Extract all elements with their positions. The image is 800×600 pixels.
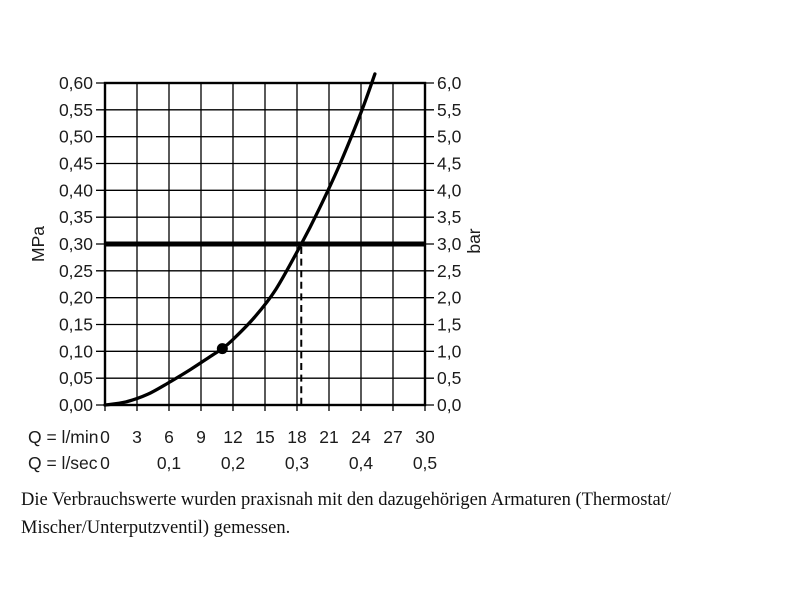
- y-right-tick-label: 2,5: [437, 261, 461, 281]
- y-left-tick-label: 0,15: [59, 315, 93, 335]
- x-lmin-tick-label: 0: [100, 427, 110, 447]
- x-lsec-tick-label: 0,3: [285, 453, 309, 473]
- x-lmin-tick-label: 9: [196, 427, 206, 447]
- x-axis-label-lsec: Q = l/sec: [28, 453, 98, 473]
- x-lmin-tick-label: 30: [415, 427, 435, 447]
- y-left-tick-label: 0,55: [59, 100, 93, 120]
- y-left-tick-label: 0,45: [59, 154, 93, 174]
- y-right-tick-label: 3,0: [437, 234, 462, 254]
- operating-point-marker: [216, 343, 228, 355]
- y-left-tick-label: 0,35: [59, 207, 93, 227]
- x-lmin-tick-label: 3: [132, 427, 142, 447]
- y-left-tick-label: 0,50: [59, 127, 93, 147]
- y-right-tick-label: 4,5: [437, 154, 461, 174]
- flow-pressure-chart: 0,600,550,500,450,400,350,300,250,200,15…: [28, 72, 484, 473]
- y-right-tick-label: 3,5: [437, 207, 461, 227]
- x-axis-label-lmin: Q = l/min: [28, 427, 99, 447]
- x-lmin-tick-label: 18: [287, 427, 306, 447]
- y-left-tick-label: 0,05: [59, 368, 93, 388]
- x-lmin-tick-label: 27: [383, 427, 402, 447]
- y-right-tick-label: 0,5: [437, 368, 461, 388]
- x-lmin-tick-label: 12: [223, 427, 242, 447]
- y-right-tick-label: 5,5: [437, 100, 461, 120]
- y-left-tick-label: 0,10: [59, 341, 93, 361]
- x-lmin-tick-label: 24: [351, 427, 371, 447]
- y-left-tick-label: 0,00: [59, 395, 93, 415]
- y-left-tick-label: 0,25: [59, 261, 93, 281]
- x-lsec-tick-label: 0,1: [157, 453, 181, 473]
- y-left-tick-label: 0,20: [59, 288, 93, 308]
- y-right-tick-label: 4,0: [437, 180, 462, 200]
- x-lsec-tick-label: 0,5: [413, 453, 437, 473]
- caption-line-1: Die Verbrauchswerte wurden praxisnah mit…: [21, 490, 672, 510]
- y-right-tick-label: 1,0: [437, 341, 462, 361]
- x-lmin-tick-label: 15: [255, 427, 274, 447]
- y-left-tick-label: 0,60: [59, 73, 93, 93]
- x-lsec-tick-label: 0,4: [349, 453, 374, 473]
- x-lsec-tick-label: 0: [100, 453, 110, 473]
- bar-axis-unit: bar: [464, 228, 484, 253]
- caption: Die Verbrauchswerte wurden praxisnah mit…: [21, 486, 761, 542]
- y-right-tick-label: 0,0: [437, 395, 462, 415]
- mpa-axis-unit: MPa: [28, 226, 48, 262]
- x-lmin-tick-label: 6: [164, 427, 174, 447]
- y-left-tick-label: 0,40: [59, 180, 93, 200]
- caption-line-2: Mischer/Unterputzventil) gemessen.: [21, 518, 291, 538]
- x-lmin-tick-label: 21: [319, 427, 338, 447]
- x-lsec-tick-label: 0,2: [221, 453, 245, 473]
- flow-pressure-curve: [103, 72, 377, 407]
- y-right-tick-label: 1,5: [437, 315, 461, 335]
- y-right-tick-label: 5,0: [437, 127, 462, 147]
- y-right-tick-label: 6,0: [437, 73, 462, 93]
- y-left-tick-label: 0,30: [59, 234, 93, 254]
- y-right-tick-label: 2,0: [437, 288, 462, 308]
